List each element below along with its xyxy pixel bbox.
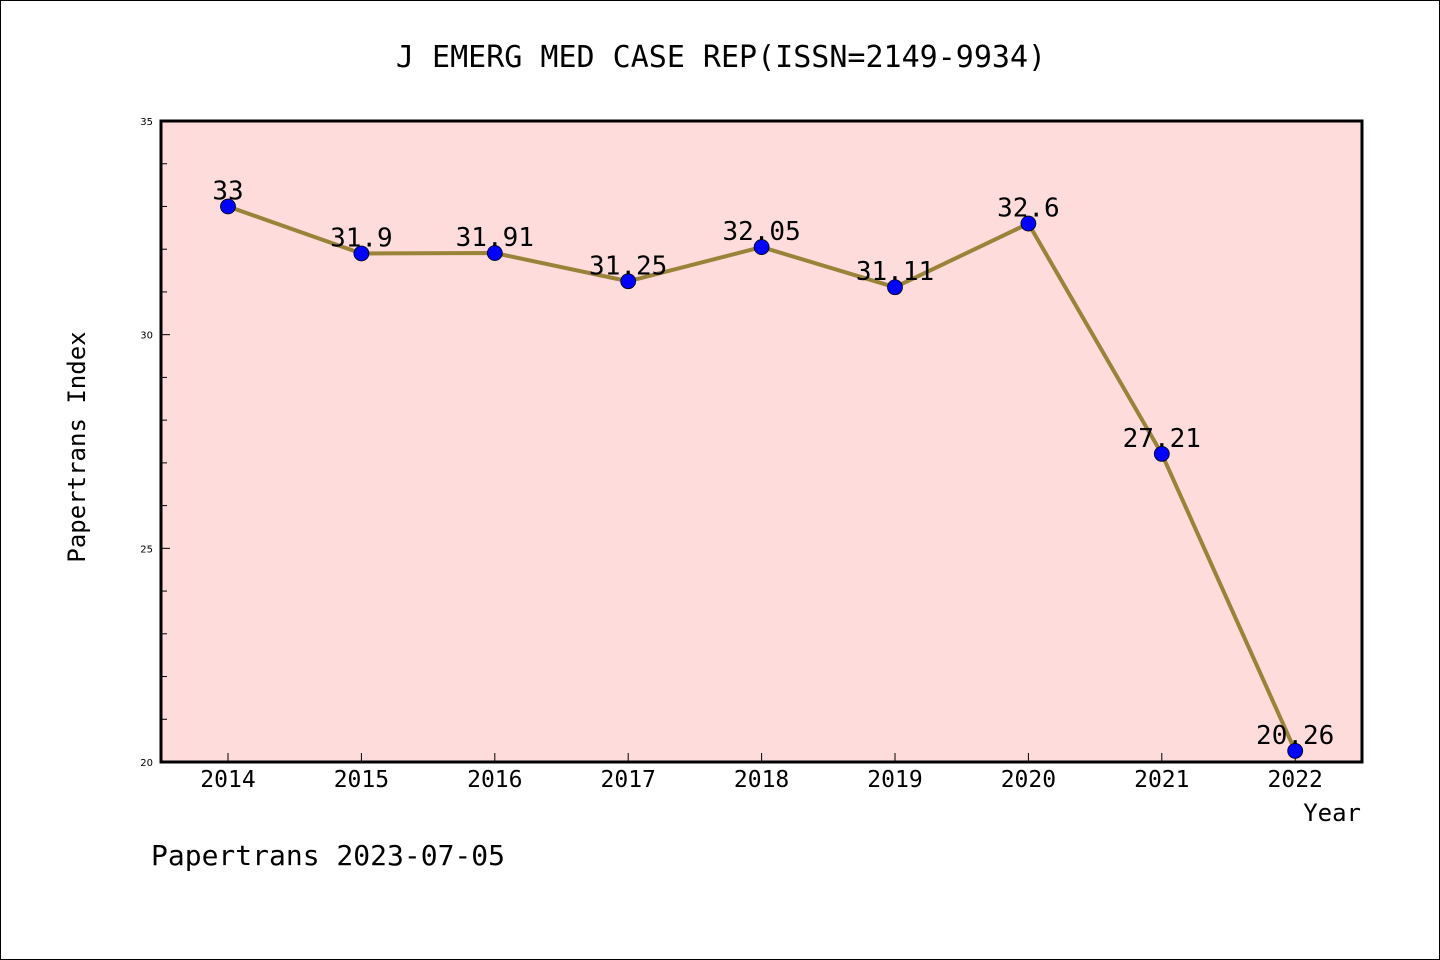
- data-labels: 33 31.9 31.91 31.25 32.05 31.11 32.6 27.21 20.26: [212, 176, 1334, 750]
- data-point: [887, 279, 903, 296]
- x-tick-label: 2020: [1001, 767, 1056, 793]
- y-tick-label: 35: [140, 117, 153, 128]
- x-axis-ticks: 2014 2015 2016 2017 2018 2019 2020 2021 2022: [200, 753, 1323, 793]
- data-point: [753, 239, 770, 255]
- data-point: [1287, 742, 1304, 759]
- x-tick-label: 2021: [1134, 767, 1189, 793]
- data-label: 32.6: [997, 194, 1060, 224]
- y-tick-label: 20: [140, 758, 153, 769]
- data-point: [220, 198, 236, 215]
- plot-border: [159, 119, 1364, 764]
- y-axis-label: Papertrans Index: [63, 331, 91, 562]
- data-label: 20.26: [1256, 721, 1334, 751]
- data-label: 31.25: [589, 251, 667, 281]
- chart-title: J EMERG MED CASE REP(ISSN=2149-9934): [396, 40, 1046, 75]
- data-label: 27.21: [1123, 424, 1201, 454]
- data-label: 31.9: [330, 223, 393, 253]
- y-tick-label: 30: [140, 331, 153, 342]
- x-tick-label: 2014: [200, 767, 255, 793]
- data-label: 31.11: [856, 257, 934, 287]
- series-layer: [220, 198, 1304, 759]
- data-point: [353, 245, 370, 262]
- data-point: [620, 273, 637, 290]
- plot-area: [161, 121, 1362, 762]
- x-tick-label: 2018: [734, 767, 789, 793]
- footer-date-stamp: Papertrans 2023-07-05: [151, 839, 505, 872]
- x-axis-label: Year: [1303, 799, 1361, 827]
- x-tick-label: 2022: [1268, 767, 1323, 793]
- data-label: 32.05: [722, 217, 800, 247]
- data-label: 31.91: [456, 223, 534, 253]
- data-point: [1020, 215, 1037, 232]
- x-tick-label: 2017: [601, 767, 656, 793]
- data-point: [1153, 445, 1170, 462]
- data-point: [486, 245, 503, 261]
- x-tick-label: 2019: [867, 767, 922, 793]
- y-tick-label: 25: [140, 544, 153, 555]
- data-label: 33: [212, 176, 243, 206]
- x-tick-label: 2016: [467, 767, 522, 793]
- x-tick-label: 2015: [334, 767, 389, 793]
